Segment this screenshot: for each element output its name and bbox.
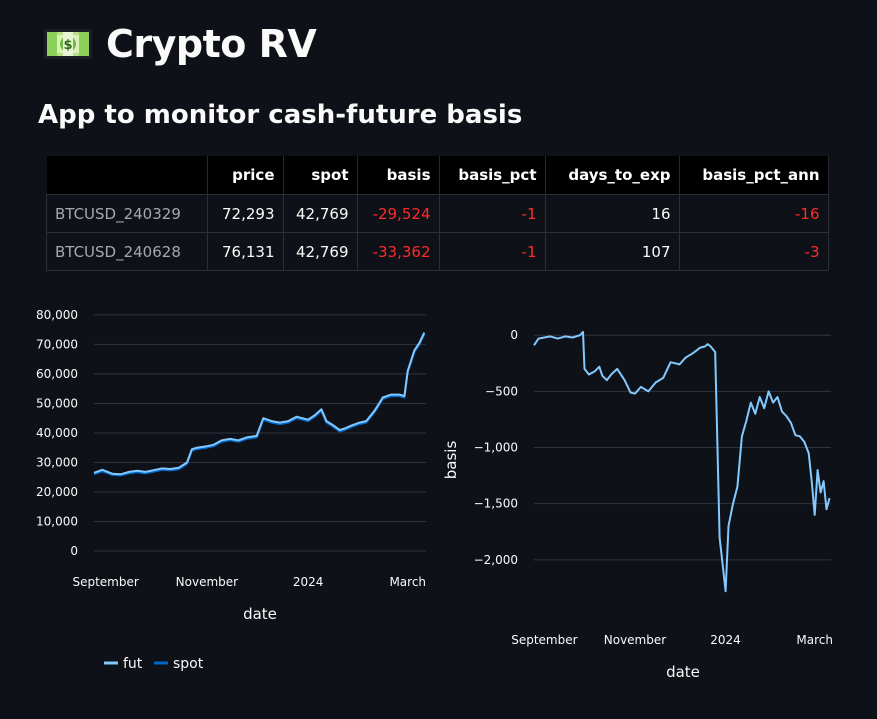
basis-cell: -29,524	[357, 194, 440, 233]
column-header-basis[interactable]: basis	[357, 156, 440, 195]
column-header-index[interactable]	[46, 156, 208, 195]
price-chart-ytick-label: 40,000	[36, 426, 78, 440]
days-to-exp-cell: 107	[545, 232, 680, 271]
price-chart-series-fut[interactable]	[93, 332, 426, 476]
price-cell: 76,131	[207, 232, 284, 271]
basis-chart-xtick-label: March	[796, 633, 833, 647]
basis-chart-ytick-label: −1,500	[474, 497, 518, 511]
basis-chart-ytick-label: 0	[510, 328, 518, 342]
price-chart-series-spot[interactable]	[93, 333, 426, 477]
price-chart-xtick-label: 2024	[293, 575, 324, 589]
basis-pct-cell: -1	[439, 194, 546, 233]
row-index-cell: BTCUSD_240628	[46, 232, 208, 271]
price-chart-ytick-label: 0	[70, 544, 78, 558]
price-chart-ytick-label: 10,000	[36, 514, 78, 528]
basis-pct-ann-cell: -3	[679, 232, 829, 271]
row-index-cell: BTCUSD_240329	[46, 194, 208, 233]
price-chart-ytick-label: 50,000	[36, 396, 78, 410]
price-chart-ytick-label: 80,000	[36, 308, 78, 322]
column-header-basis-pct-ann[interactable]: basis_pct_ann	[679, 156, 829, 195]
price-chart-ytick-label: 20,000	[36, 485, 78, 499]
price-chart[interactable]: 0 10,000 20,000 30,000 40,000 50,000 60,000 70,…	[0, 290, 440, 690]
spot-cell: 42,769	[283, 194, 358, 233]
basis-chart-xtick-label: 2024	[710, 633, 741, 647]
basis-chart-ytick-label: −1,000	[474, 441, 518, 455]
legend-item-spot[interactable]: spot	[173, 656, 204, 672]
page-subtitle: App to monitor cash-future basis	[38, 100, 523, 130]
svg-text:$: $	[63, 38, 72, 53]
header: $ Crypto RV	[44, 22, 317, 66]
days-to-exp-cell: 16	[545, 194, 680, 233]
table-row: BTCUSD_240329 72,293 42,769 -29,524 -1 1…	[46, 194, 829, 233]
price-chart-ytick-label: 30,000	[36, 455, 78, 469]
basis-chart-x-axis-title: date	[666, 663, 700, 681]
basis-chart-ytick-label: −2,000	[474, 553, 518, 567]
basis-chart[interactable]: 0 −500 −1,000 −1,500 −2,000 September November…	[440, 300, 877, 695]
price-chart-x-axis-title: date	[243, 605, 277, 623]
basis-chart-series-line[interactable]	[533, 330, 831, 593]
column-header-basis-pct[interactable]: basis_pct	[439, 156, 546, 195]
column-header-price[interactable]: price	[207, 156, 284, 195]
table-row: BTCUSD_240628 76,131 42,769 -33,362 -1 1…	[46, 232, 829, 271]
price-chart-ytick-label: 70,000	[36, 337, 78, 351]
basis-pct-ann-cell: -16	[679, 194, 829, 233]
basis-table: price spot basis basis_pct days_to_exp b…	[46, 156, 829, 271]
price-chart-ytick-label: 60,000	[36, 367, 78, 381]
basis-chart-y-axis-title: basis	[442, 441, 460, 480]
basis-chart-ytick-label: −500	[485, 384, 518, 398]
table-header-row: price spot basis basis_pct days_to_exp b…	[46, 156, 829, 195]
basis-chart-xtick-label: September	[511, 633, 577, 647]
spot-cell: 42,769	[283, 232, 358, 271]
basis-cell: -33,362	[357, 232, 440, 271]
price-chart-xtick-label: November	[176, 575, 238, 589]
price-chart-xtick-label: March	[389, 575, 426, 589]
price-chart-xtick-label: September	[72, 575, 138, 589]
column-header-spot[interactable]: spot	[283, 156, 358, 195]
legend-item-fut[interactable]: fut	[123, 656, 143, 672]
dollar-banknote-icon: $	[44, 27, 92, 61]
page-title: Crypto RV	[106, 22, 317, 66]
column-header-days-to-exp[interactable]: days_to_exp	[545, 156, 680, 195]
price-cell: 72,293	[207, 194, 284, 233]
basis-chart-xtick-label: November	[604, 633, 666, 647]
basis-pct-cell: -1	[439, 232, 546, 271]
